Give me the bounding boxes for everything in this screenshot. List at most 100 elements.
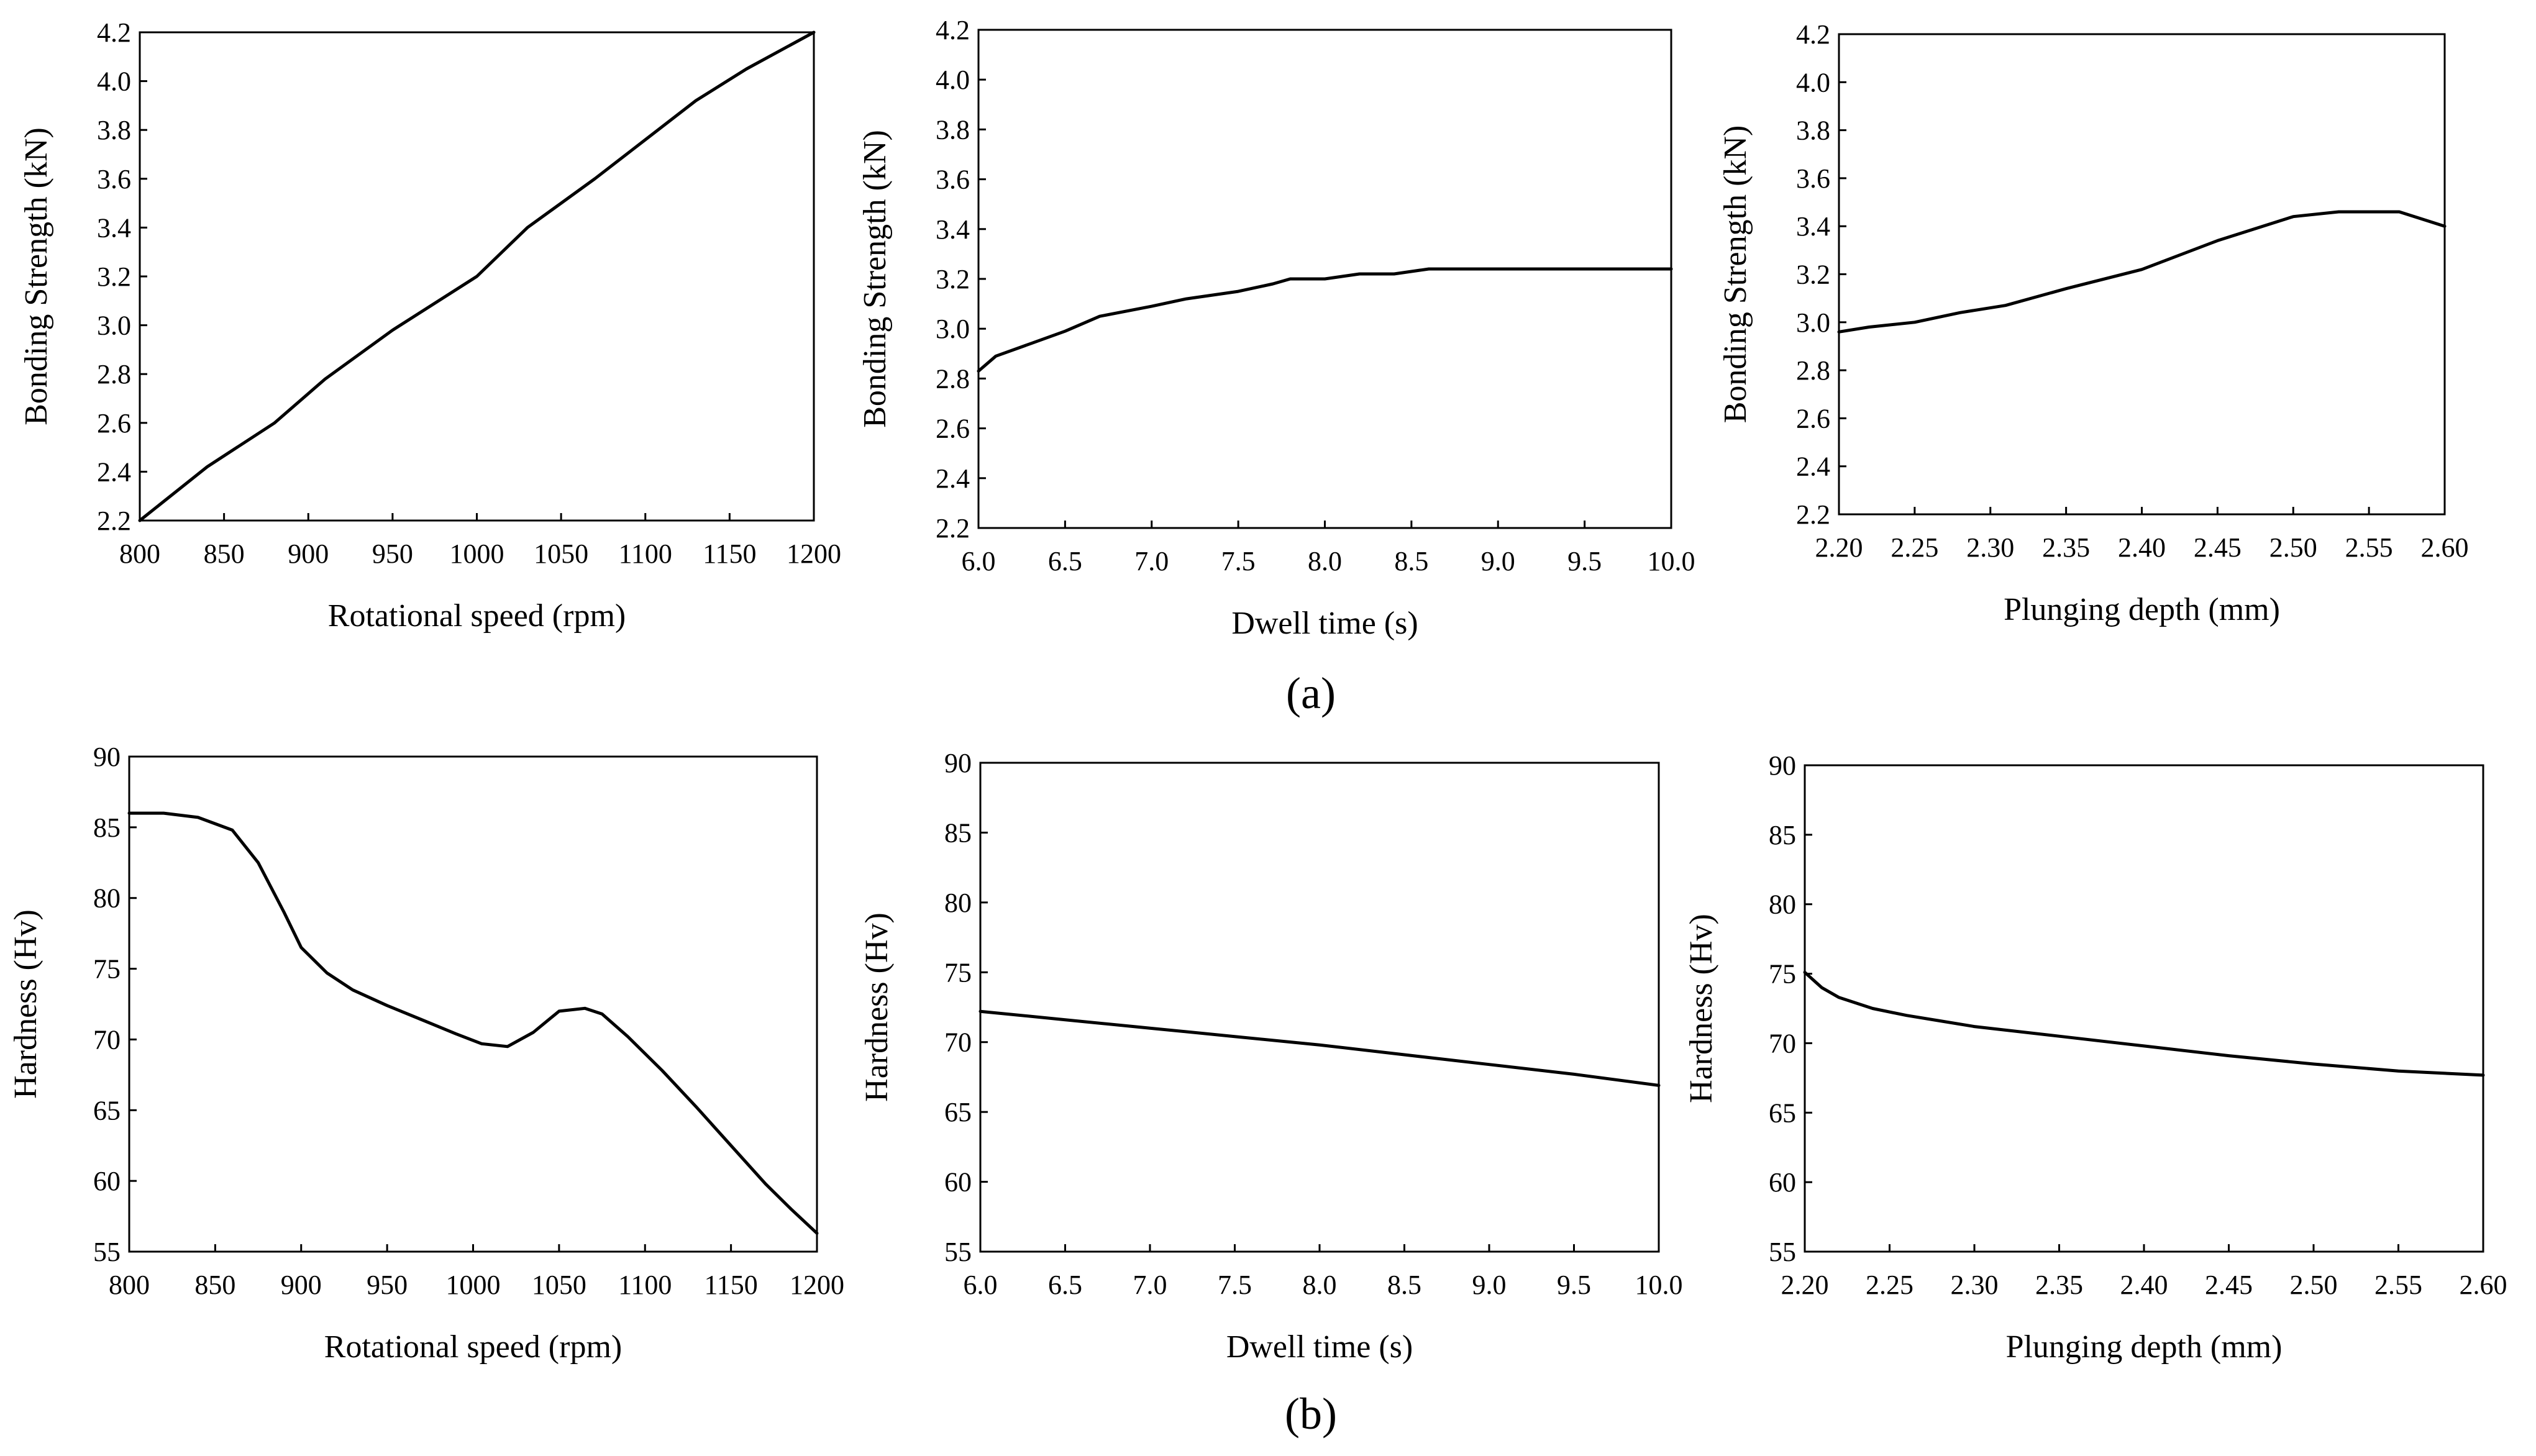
y-tick-label: 3.4 — [1796, 211, 1830, 242]
x-tick-label: 9.0 — [1481, 546, 1515, 576]
y-tick-label: 2.6 — [97, 408, 131, 439]
x-tick-label: 1150 — [704, 1270, 757, 1300]
x-tick-label: 1150 — [703, 539, 756, 569]
y-tick-label: 2.8 — [1796, 355, 1830, 386]
x-tick-label: 1000 — [446, 1270, 501, 1300]
x-tick-label: 7.5 — [1218, 1270, 1252, 1300]
x-tick-label: 2.55 — [2374, 1270, 2422, 1300]
y-axis-title: Hardness (Hv) — [8, 909, 43, 1099]
y-tick-label: 70 — [93, 1024, 121, 1055]
y-axis-title: Bonding Strength (kN) — [857, 130, 893, 428]
x-axis-title: Rotational speed (rpm) — [324, 1329, 622, 1365]
chart-panel-1: 6.0 6.5 7.0 7.5 8.0 8.5 9.0 9.5 10.0 2.2 2.4 2.6 2.8… — [857, 15, 1695, 641]
y-tick-label: 65 — [944, 1097, 972, 1127]
x-tick-label: 1050 — [532, 1270, 586, 1300]
x-tick-label: 6.0 — [962, 546, 996, 576]
x-tick-label: 2.60 — [2421, 532, 2469, 563]
x-tick-label: 8.5 — [1394, 546, 1428, 576]
y-tick-label: 75 — [1769, 959, 1796, 990]
y-tick-label: 3.0 — [97, 311, 131, 341]
y-tick-label: 2.4 — [1796, 452, 1830, 482]
x-tick-label: 2.55 — [2345, 532, 2393, 563]
chart-panels: 800 850 900 950 1000 1050 1100 1150 1200 2.2 2.4 2.… — [8, 15, 2507, 1365]
x-tick-label: 800 — [119, 539, 160, 569]
y-tick-label: 3.6 — [936, 165, 970, 195]
y-axis-title: Hardness (Hv) — [859, 912, 895, 1102]
y-tick-label: 2.6 — [1796, 403, 1830, 434]
chart-panel-3: 800 850 900 950 1000 1050 1100 1150 1200 55 60 65 70… — [8, 742, 844, 1365]
y-tick-label: 3.6 — [97, 164, 131, 194]
x-tick-label: 800 — [109, 1270, 150, 1300]
x-tick-label: 6.5 — [1048, 1270, 1082, 1300]
y-tick-label: 80 — [944, 888, 972, 918]
x-tick-label: 2.25 — [1891, 532, 1938, 563]
y-tick-label: 60 — [1769, 1167, 1796, 1198]
y-tick-label: 4.2 — [1796, 19, 1830, 50]
x-tick-label: 2.45 — [2205, 1270, 2253, 1300]
x-tick-label: 850 — [204, 539, 245, 569]
y-tick-label: 85 — [1769, 820, 1796, 850]
y-tick-label: 85 — [93, 812, 121, 843]
x-tick-label: 2.20 — [1781, 1270, 1829, 1300]
series-line — [1837, 210, 2447, 334]
y-tick-label: 90 — [944, 748, 972, 778]
x-tick-label: 2.35 — [2035, 1270, 2083, 1300]
y-tick-label: 75 — [93, 954, 121, 985]
y-tick-label: 60 — [93, 1166, 121, 1196]
y-tick-label: 3.2 — [1796, 260, 1830, 290]
y-tick-label: 4.0 — [1796, 67, 1830, 98]
x-tick-label: 1200 — [790, 1270, 844, 1300]
x-axis-title: Dwell time (s) — [1226, 1329, 1413, 1365]
x-tick-label: 10.0 — [1635, 1270, 1683, 1300]
series-line — [978, 1009, 1661, 1087]
x-tick-label: 1100 — [618, 1270, 672, 1300]
row-label-b: (b) — [1285, 1389, 1337, 1439]
y-tick-label: 75 — [944, 957, 972, 988]
y-tick-label: 3.8 — [1796, 116, 1830, 146]
series-line — [1803, 970, 2485, 1077]
x-axis-title: Rotational speed (rpm) — [328, 598, 626, 634]
y-tick-label: 2.2 — [97, 506, 131, 536]
x-tick-label: 2.40 — [2118, 532, 2166, 563]
y-axis-title: Bonding Strength (kN) — [19, 127, 54, 425]
x-tick-label: 2.20 — [1815, 532, 1863, 563]
series-line — [138, 30, 816, 522]
x-tick-label: 2.60 — [2460, 1270, 2507, 1300]
x-tick-label: 850 — [194, 1270, 235, 1300]
y-tick-label: 55 — [93, 1237, 121, 1267]
y-tick-label: 2.4 — [936, 463, 970, 494]
row-label-a: (a) — [1286, 668, 1336, 718]
x-tick-label: 2.50 — [2269, 532, 2317, 563]
y-tick-label: 3.4 — [97, 212, 131, 243]
x-tick-label: 6.0 — [964, 1270, 998, 1300]
y-tick-label: 3.4 — [936, 214, 970, 245]
x-tick-label: 900 — [281, 1270, 322, 1300]
x-tick-label: 10.0 — [1648, 546, 1695, 576]
y-tick-label: 3.8 — [97, 115, 131, 145]
y-tick-label: 70 — [1769, 1028, 1796, 1058]
y-tick-label: 2.2 — [1796, 499, 1830, 530]
chart-panel-5: 2.20 2.25 2.30 2.35 2.40 2.45 2.50 2.55 2.60 55 60… — [1684, 750, 2507, 1365]
x-tick-label: 950 — [372, 539, 413, 569]
x-tick-label: 7.0 — [1133, 1270, 1167, 1300]
x-tick-label: 2.40 — [2120, 1270, 2168, 1300]
y-tick-label: 85 — [944, 817, 972, 848]
y-tick-label: 65 — [1769, 1098, 1796, 1128]
x-tick-label: 1050 — [534, 539, 588, 569]
x-tick-label: 1200 — [787, 539, 841, 569]
x-tick-label: 2.25 — [1866, 1270, 1913, 1300]
x-tick-label: 1000 — [450, 539, 504, 569]
y-tick-label: 2.8 — [936, 363, 970, 394]
y-tick-label: 4.0 — [97, 66, 131, 97]
x-tick-label: 2.35 — [2042, 532, 2090, 563]
y-tick-label: 55 — [1769, 1237, 1796, 1267]
y-tick-label: 3.6 — [1796, 163, 1830, 194]
y-tick-label: 2.2 — [936, 513, 970, 544]
y-tick-label: 60 — [944, 1167, 972, 1198]
y-tick-label: 2.6 — [936, 414, 970, 444]
y-tick-label: 3.2 — [97, 262, 131, 292]
y-tick-label: 55 — [944, 1237, 972, 1267]
y-axis-title: Bonding Strength (kN) — [1718, 125, 1753, 424]
